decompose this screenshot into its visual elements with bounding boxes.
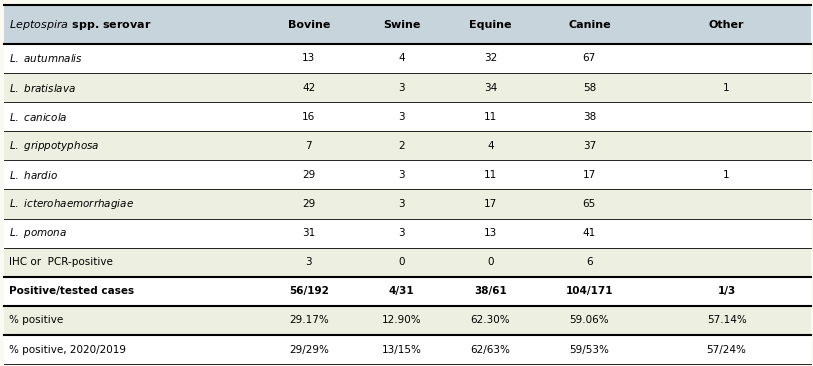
Text: 1/3: 1/3 <box>718 286 736 296</box>
Text: IHC or  PCR-positive: IHC or PCR-positive <box>9 257 113 267</box>
Text: 59/53%: 59/53% <box>569 345 609 355</box>
Text: 38: 38 <box>583 112 596 122</box>
Text: 62/63%: 62/63% <box>471 345 511 355</box>
Text: 4/31: 4/31 <box>389 286 415 296</box>
Bar <box>4 219 811 248</box>
Text: 7: 7 <box>306 141 312 151</box>
Text: 16: 16 <box>302 112 315 122</box>
Text: 29: 29 <box>302 170 315 180</box>
Text: 29: 29 <box>302 199 315 209</box>
Bar <box>4 277 811 306</box>
Text: 58: 58 <box>583 83 596 93</box>
Bar <box>4 190 811 219</box>
Text: 12.90%: 12.90% <box>382 315 421 325</box>
Text: 4: 4 <box>398 53 405 63</box>
Bar <box>4 44 811 73</box>
Text: 3: 3 <box>398 112 405 122</box>
Bar <box>4 248 811 277</box>
Text: 34: 34 <box>484 83 497 93</box>
Bar <box>4 335 811 364</box>
Text: $\mathit{L.\ bratislava}$: $\mathit{L.\ bratislava}$ <box>9 82 76 94</box>
Bar <box>4 102 811 131</box>
Text: % positive, 2020/2019: % positive, 2020/2019 <box>9 345 126 355</box>
Text: 65: 65 <box>583 199 596 209</box>
Text: 31: 31 <box>302 228 315 238</box>
Text: 62.30%: 62.30% <box>471 315 511 325</box>
Text: $\mathit{L.\ icterohaemorrhagiae}$: $\mathit{L.\ icterohaemorrhagiae}$ <box>9 197 134 211</box>
Text: 3: 3 <box>306 257 312 267</box>
Text: 4: 4 <box>487 141 493 151</box>
Text: 0: 0 <box>398 257 405 267</box>
Bar <box>4 160 811 190</box>
Text: 3: 3 <box>398 170 405 180</box>
Text: $\mathit{L.\ grippotyphosa}$: $\mathit{L.\ grippotyphosa}$ <box>9 139 99 153</box>
Text: 57/24%: 57/24% <box>706 345 746 355</box>
Text: 1: 1 <box>724 83 730 93</box>
Text: 42: 42 <box>302 83 315 93</box>
Text: 56/192: 56/192 <box>289 286 328 296</box>
Text: 17: 17 <box>583 170 596 180</box>
Text: 32: 32 <box>484 53 497 63</box>
Text: 11: 11 <box>484 170 497 180</box>
Bar <box>4 5 811 44</box>
Text: 37: 37 <box>583 141 596 151</box>
Text: 29.17%: 29.17% <box>289 315 328 325</box>
Text: 13: 13 <box>484 228 497 238</box>
Bar <box>4 306 811 335</box>
Text: 13/15%: 13/15% <box>382 345 422 355</box>
Text: 59.06%: 59.06% <box>570 315 609 325</box>
Text: Other: Other <box>709 20 745 30</box>
Text: 3: 3 <box>398 228 405 238</box>
Bar <box>4 131 811 160</box>
Text: Bovine: Bovine <box>288 20 330 30</box>
Text: 3: 3 <box>398 199 405 209</box>
Text: 104/171: 104/171 <box>566 286 613 296</box>
Text: $\mathit{L.\ canicola}$: $\mathit{L.\ canicola}$ <box>9 111 67 123</box>
Text: 13: 13 <box>302 53 315 63</box>
Text: $\mathit{L.\ autumnalis}$: $\mathit{L.\ autumnalis}$ <box>9 52 83 64</box>
Text: Positive/tested cases: Positive/tested cases <box>9 286 134 296</box>
Text: 38/61: 38/61 <box>474 286 506 296</box>
Text: 57.14%: 57.14% <box>706 315 746 325</box>
Text: 17: 17 <box>484 199 497 209</box>
Text: 0: 0 <box>487 257 493 267</box>
Text: 29/29%: 29/29% <box>289 345 328 355</box>
Text: Equine: Equine <box>469 20 511 30</box>
Text: Swine: Swine <box>383 20 420 30</box>
Text: Canine: Canine <box>568 20 611 30</box>
Text: 11: 11 <box>484 112 497 122</box>
Text: $\mathit{L.\ hardio}$: $\mathit{L.\ hardio}$ <box>9 169 58 181</box>
Text: 41: 41 <box>583 228 596 238</box>
Text: $\mathit{Leptospira}$ spp. serovar: $\mathit{Leptospira}$ spp. serovar <box>9 18 151 32</box>
Text: 67: 67 <box>583 53 596 63</box>
Text: 2: 2 <box>398 141 405 151</box>
Text: 6: 6 <box>586 257 593 267</box>
Text: 3: 3 <box>398 83 405 93</box>
Text: $\mathit{L.\ pomona}$: $\mathit{L.\ pomona}$ <box>9 226 67 240</box>
Bar <box>4 73 811 102</box>
Text: % positive: % positive <box>9 315 63 325</box>
Text: 1: 1 <box>724 170 730 180</box>
